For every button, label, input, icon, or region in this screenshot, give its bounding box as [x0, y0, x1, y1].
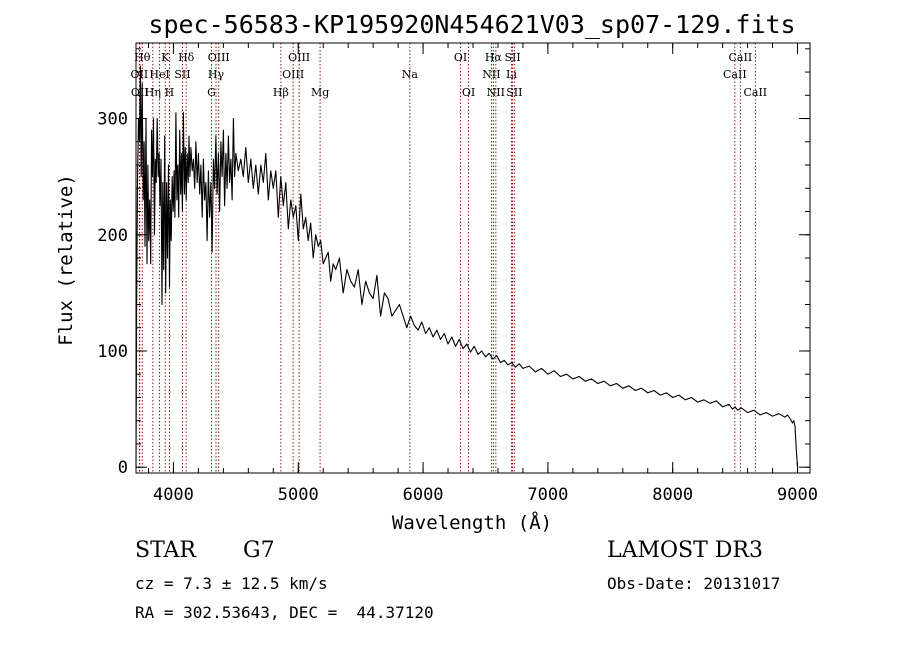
line-label-9: OIII	[208, 51, 230, 64]
line-label-15: Mg	[311, 86, 329, 99]
plot-frame	[135, 42, 811, 474]
line-label-21: NII	[487, 86, 505, 99]
line-label-3: Hη	[145, 86, 161, 99]
line-label-20: NII	[482, 68, 500, 81]
line-label-24: SII	[506, 86, 522, 99]
line-label-12: Hβ	[273, 86, 289, 99]
y-tick-label: 300	[97, 110, 128, 130]
line-label-13: OIII	[288, 51, 310, 64]
line-label-16: Na	[402, 68, 419, 81]
y-axis: 0 100 200 300	[97, 48, 810, 478]
line-label-26: CaII	[723, 68, 747, 81]
x-tick-label: 7000	[527, 485, 568, 505]
x-tick-label: 4000	[153, 485, 194, 505]
line-label-8: Hδ	[178, 51, 195, 64]
y-tick-label: 100	[97, 342, 128, 362]
line-label-19: Hα	[485, 51, 503, 64]
line-label-4: HeI	[149, 68, 169, 81]
line-label-6: H	[165, 86, 175, 99]
line-label-11: G	[207, 86, 216, 99]
sky-coordinates: RA = 302.53643, DEC = 44.37120	[135, 603, 434, 622]
redshift-cz: cz = 7.3 ± 12.5 km/s	[135, 574, 328, 593]
line-label-14: OIII	[282, 68, 304, 81]
line-label-25: CaII	[729, 51, 753, 64]
x-tick-label: 8000	[652, 485, 693, 505]
line-label-0: Hθ	[134, 51, 151, 64]
spectral-line-markers	[138, 43, 756, 473]
line-label-10: Hγ	[208, 68, 225, 81]
observation-date: Obs-Date: 20131017	[607, 574, 781, 593]
x-axis-label: Wavelength (Å)	[392, 511, 552, 534]
line-label-27: CaII	[743, 86, 767, 99]
object-subclass: G7	[243, 538, 275, 563]
line-label-22: SII	[504, 51, 520, 64]
x-tick-label: 9000	[777, 485, 818, 505]
line-label-17: OI	[454, 51, 467, 64]
y-axis-label: Flux (relative)	[55, 174, 77, 346]
line-label-1: OII	[131, 68, 149, 81]
line-label-23: Li	[506, 68, 517, 81]
survey-name: LAMOST DR3	[607, 538, 763, 563]
x-tick-label: 6000	[403, 485, 444, 505]
line-label-5: K	[161, 51, 170, 64]
x-tick-label: 5000	[278, 485, 319, 505]
line-label-7: SII	[174, 68, 190, 81]
line-label-18: OI	[462, 86, 475, 99]
y-tick-label: 0	[118, 458, 128, 478]
x-axis: 4000 5000 6000 7000 8000 9000	[147, 43, 818, 505]
flux-series-line	[135, 65, 799, 468]
y-tick-label: 200	[97, 226, 128, 246]
chart-title: spec-56583-KP195920N454621V03_sp07-129.f…	[148, 10, 795, 39]
object-class: STAR	[135, 538, 196, 563]
